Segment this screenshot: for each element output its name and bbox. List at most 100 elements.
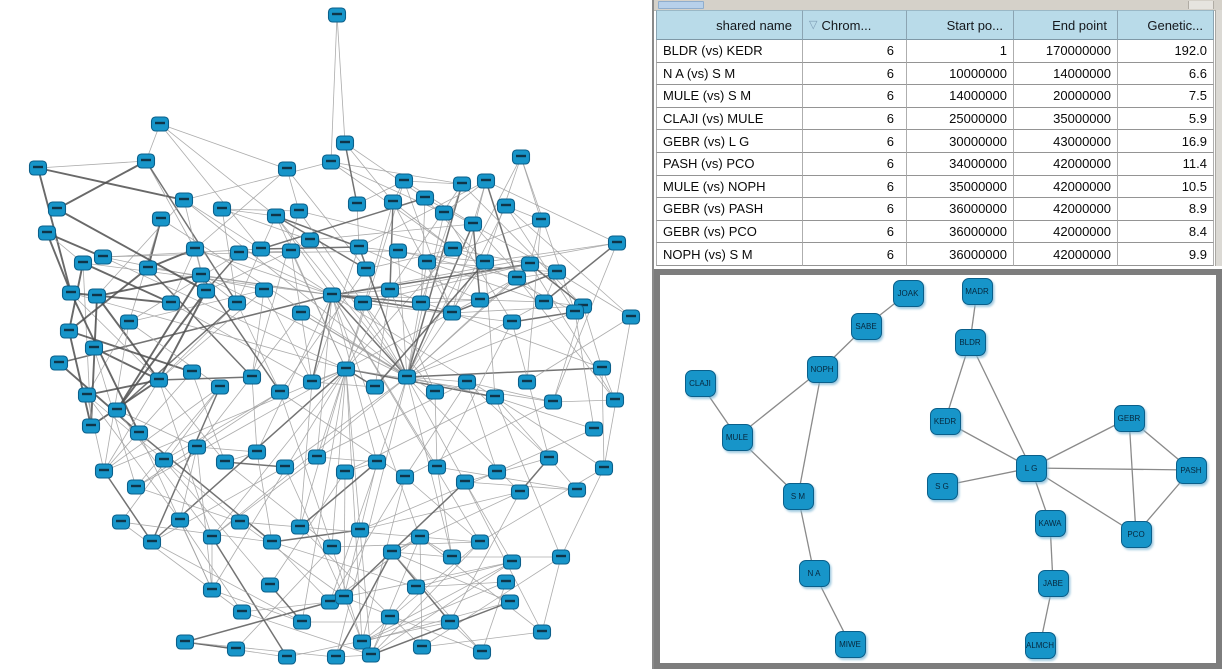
network-node[interactable] [496,574,516,590]
network-node[interactable] [251,241,271,257]
table-cell[interactable]: 8.9 [1118,198,1214,221]
table-cell[interactable]: 42000000 [1014,243,1118,266]
network-node[interactable] [151,211,171,227]
network-node[interactable] [352,634,372,650]
network-edge[interactable] [1030,417,1130,469]
table-cell[interactable]: NOPH (vs) S M [656,243,803,266]
network-node[interactable] [442,305,462,321]
network-node[interactable] [440,614,460,630]
table-row[interactable]: NOPH (vs) S M 6 36000000 42000000 9.9 [656,243,1216,266]
table-cell[interactable]: MULE (vs) NOPH [656,175,803,199]
network-node[interactable] [336,361,356,377]
network-node[interactable] [411,295,431,311]
network-node[interactable] [455,474,475,490]
table-cell[interactable]: 5.9 [1118,107,1214,131]
network-node[interactable] [395,469,415,485]
network-node[interactable] [511,149,531,165]
network-node-bldr[interactable]: BLDR [954,328,986,356]
table-row[interactable]: PASH (vs) PCO 6 34000000 42000000 11.4 [656,152,1216,176]
network-node-madr[interactable]: MADR [961,277,993,305]
network-node[interactable] [383,194,403,210]
table-cell[interactable]: GEBR (vs) PCO [656,220,803,244]
table-cell[interactable]: 36000000 [907,243,1014,266]
network-node-jabe[interactable]: JABE [1037,569,1069,597]
table-cell[interactable]: 6 [803,243,907,266]
network-node[interactable] [347,196,367,212]
network-node[interactable] [326,649,346,665]
network-edge[interactable] [1030,467,1137,535]
column-header-genetic[interactable]: Genetic... [1118,10,1214,40]
network-node[interactable] [532,624,552,640]
network-node[interactable] [170,512,190,528]
network-node[interactable] [242,369,262,385]
network-node[interactable] [410,529,430,545]
table-cell[interactable]: 30000000 [907,130,1014,153]
network-node[interactable] [150,116,170,132]
network-node[interactable] [539,450,559,466]
network-node[interactable] [425,384,445,400]
network-node[interactable] [367,454,387,470]
network-node[interactable] [111,514,131,530]
table-row[interactable]: MULE (vs) NOPH 6 35000000 42000000 10.5 [656,175,1216,199]
network-node[interactable] [406,579,426,595]
network-node[interactable] [415,190,435,206]
table-cell[interactable]: 36000000 [907,220,1014,244]
network-node[interactable] [417,254,437,270]
network-node[interactable] [302,374,322,390]
table-row[interactable]: CLAJI (vs) MULE 6 25000000 35000000 5.9 [656,107,1216,131]
table-cell[interactable]: 43000000 [1014,130,1118,153]
table-cell[interactable]: 7.5 [1118,85,1214,108]
table-row[interactable]: GEBR (vs) PASH 6 36000000 42000000 8.9 [656,198,1216,221]
network-node[interactable] [427,459,447,475]
network-node[interactable] [230,514,250,530]
network-node[interactable] [277,649,297,665]
table-row[interactable]: N A (vs) S M 6 10000000 14000000 6.6 [656,62,1216,86]
table-cell[interactable]: 35000000 [1014,107,1118,131]
network-edge[interactable] [1128,417,1137,535]
network-node[interactable] [335,464,355,480]
table-cell[interactable]: 42000000 [1014,152,1118,176]
table-cell[interactable]: PASH (vs) PCO [656,152,803,176]
network-node[interactable] [254,282,274,298]
network-node[interactable] [502,554,522,570]
column-header-start-po[interactable]: Start po... [907,10,1014,40]
network-node[interactable] [129,425,149,441]
network-node[interactable] [59,323,79,339]
network-node[interactable] [136,153,156,169]
table-cell[interactable]: 6 [803,40,907,63]
detail-network-canvas[interactable]: JOAK MADR SABE NOPH BLDR CLAJI MULE KEDR GEBR L G… [660,275,1216,663]
network-node[interactable] [149,372,169,388]
network-node[interactable] [138,260,158,276]
network-node[interactable] [174,192,194,208]
table-cell[interactable]: 10000000 [907,62,1014,86]
scrollbar-thumb[interactable] [658,1,704,9]
network-node[interactable] [154,452,174,468]
network-node[interactable] [551,549,571,565]
network-node[interactable] [510,484,530,500]
network-node[interactable] [187,439,207,455]
table-cell[interactable]: 35000000 [907,175,1014,199]
network-node[interactable] [212,201,232,217]
table-cell[interactable]: 1 [907,40,1014,63]
network-node[interactable] [202,582,222,598]
table-cell[interactable]: 6 [803,152,907,176]
network-node-pco[interactable]: PCO [1120,520,1152,548]
network-node[interactable] [472,644,492,660]
network-node[interactable] [161,295,181,311]
network-node-mule[interactable]: MULE [721,423,753,451]
table-cell[interactable]: BLDR (vs) KEDR [656,40,803,63]
network-node[interactable] [196,283,216,299]
network-node[interactable] [565,304,585,320]
network-edge[interactable] [797,368,823,497]
network-node[interactable] [142,534,162,550]
table-cell[interactable]: 170000000 [1014,40,1118,63]
network-node[interactable] [534,294,554,310]
network-node[interactable] [290,519,310,535]
table-cell[interactable]: 11.4 [1118,152,1214,176]
network-node-n-a[interactable]: N A [798,559,830,587]
network-node[interactable] [380,609,400,625]
network-node-pash[interactable]: PASH [1175,456,1207,484]
network-node[interactable] [388,243,408,259]
network-node[interactable] [500,594,520,610]
main-network-canvas[interactable] [0,0,652,669]
